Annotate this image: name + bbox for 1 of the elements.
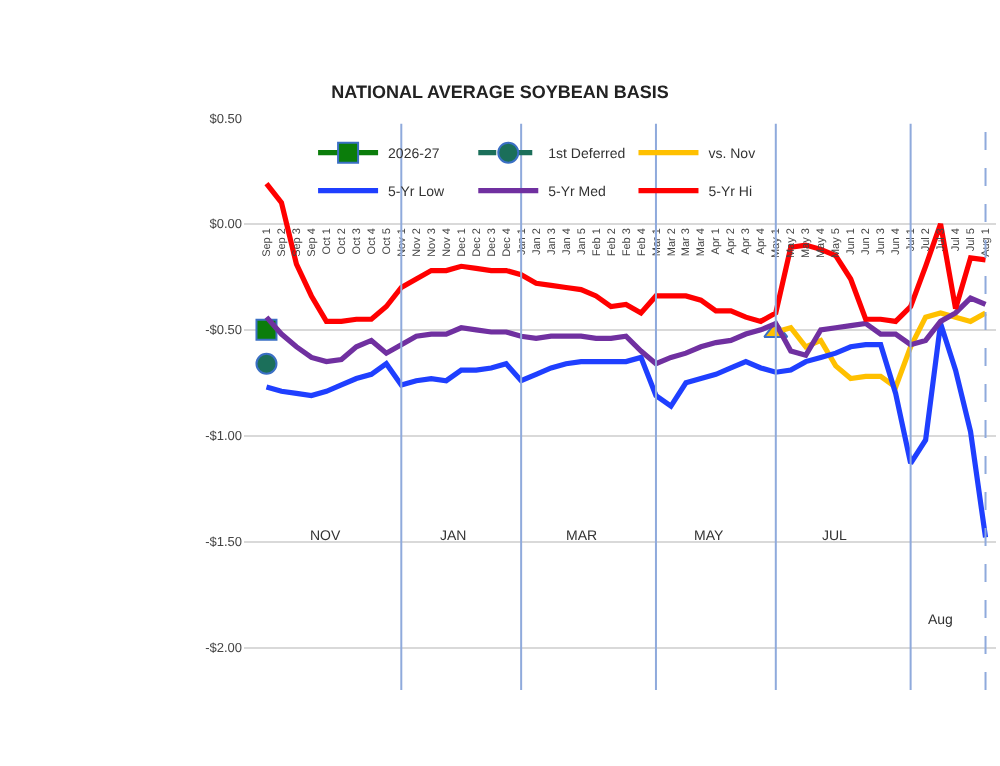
chart-title: NATIONAL AVERAGE SOYBEAN BASIS xyxy=(331,82,669,103)
